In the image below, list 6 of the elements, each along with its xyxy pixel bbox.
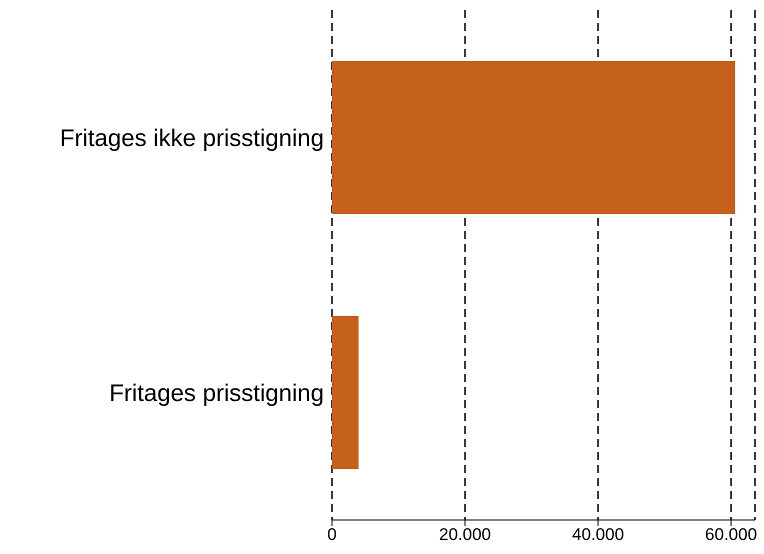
x-tick-label: 20.000: [439, 525, 492, 544]
x-tick-label: 40.000: [572, 525, 624, 544]
y-tick-label: Fritages prisstigning: [109, 380, 324, 408]
y-tick-label: Fritages ikke prisstigning: [60, 125, 324, 152]
x-tick-label: 60.000: [705, 525, 758, 544]
x-tick-label: 0: [327, 525, 337, 544]
